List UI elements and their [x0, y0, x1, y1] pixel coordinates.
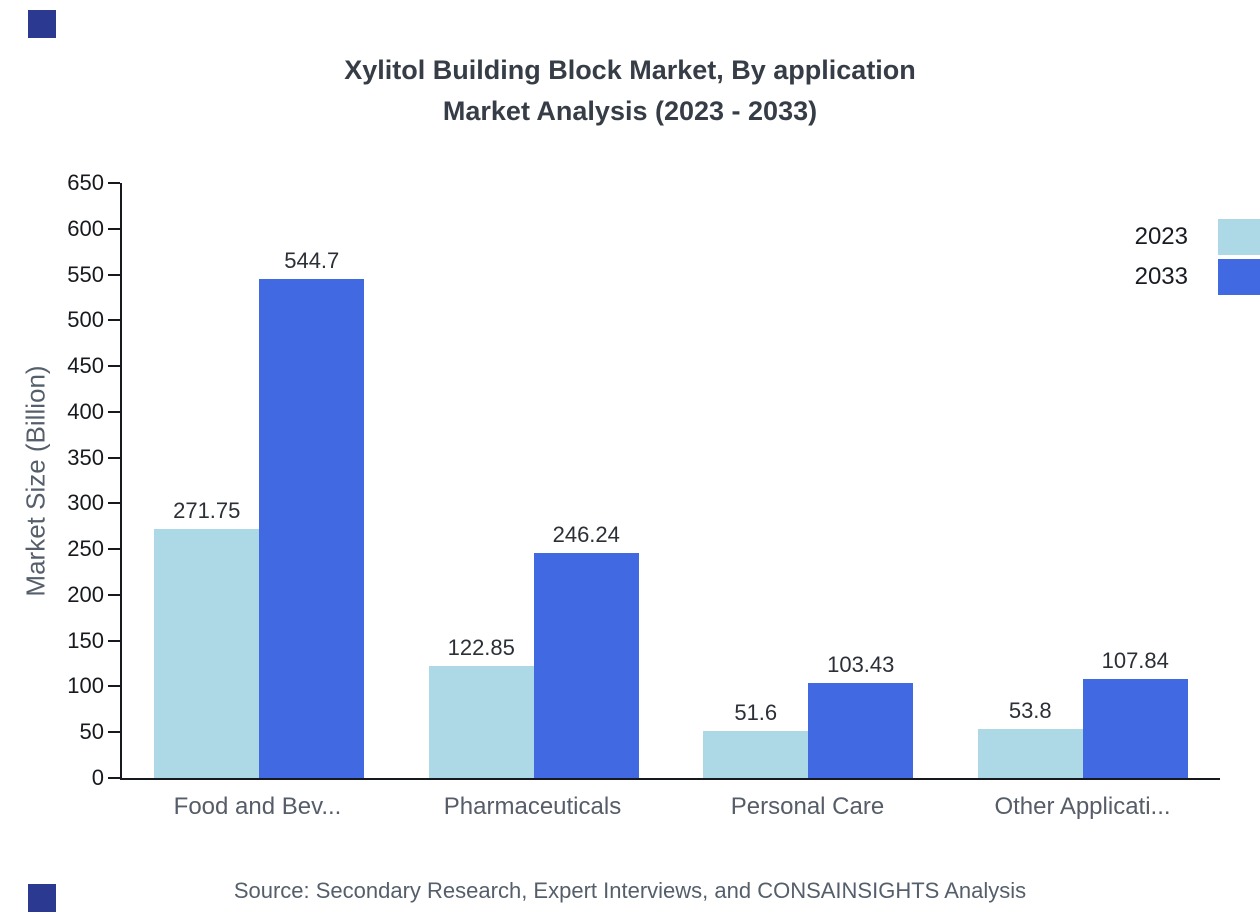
y-axis-tick-label: 600 [67, 215, 104, 241]
bar-2023 [428, 665, 534, 778]
bar-value-label: 107.84 [1101, 648, 1169, 674]
y-axis-tick [108, 456, 120, 459]
brand-mark-top-left [28, 10, 56, 38]
y-axis-tick-label: 400 [67, 398, 104, 424]
legend-swatch-2033 [1218, 259, 1260, 295]
y-axis-tick [108, 502, 120, 505]
source-text: Source: Secondary Research, Expert Inter… [233, 878, 1027, 903]
y-axis-tick [108, 365, 120, 368]
bar-group: 53.8 107.84 [946, 648, 1221, 778]
y-axis-tick-label: 550 [67, 261, 104, 287]
y-axis-tick [108, 410, 120, 413]
y-axis-tick [108, 593, 120, 596]
bar-group: 51.6 103.43 [671, 652, 946, 778]
y-axis-tick-label: 500 [67, 307, 104, 333]
y-axis-tick [108, 319, 120, 322]
bar-2023 [703, 730, 809, 778]
plot-area: 0 50 100 150 200 250 300 350 400 450 500 550 600 650 … [67, 170, 1220, 790]
y-axis-tick-label: 0 [91, 765, 104, 790]
y-axis-tick-label: 50 [79, 719, 104, 745]
legend-item: 2023 [1135, 219, 1260, 255]
brand-mark-bottom-left [28, 884, 56, 912]
bar-2033 [259, 279, 365, 778]
bar-value-label: 103.43 [827, 652, 895, 678]
legend-label-2033: 2033 [1134, 263, 1188, 290]
y-axis-tick-label: 150 [67, 627, 104, 653]
bar-value-label: 53.8 [1008, 697, 1052, 723]
y-axis-tick [108, 685, 120, 688]
bar-2023 [977, 728, 1083, 778]
bar-value-label: 51.6 [734, 699, 778, 725]
bar-2033 [1082, 679, 1188, 778]
bar-wrap: 103.43 [808, 652, 914, 778]
bar-2023 [154, 529, 260, 778]
bar-value-label: 122.85 [447, 634, 515, 660]
bar-group: 122.85 246.24 [397, 522, 672, 778]
legend: 2023 2033 [1135, 219, 1260, 299]
x-axis-category-label: Pharmaceuticals [443, 793, 622, 820]
y-axis-tick-label: 250 [67, 536, 104, 562]
legend-item: 2033 [1135, 259, 1260, 295]
bar-wrap: 51.6 [703, 699, 809, 778]
y-axis-tick [108, 273, 120, 276]
x-axis-category-label: Food and Bev... [173, 793, 342, 820]
bar-wrap: 544.7 [259, 248, 365, 778]
y-axis-tick [108, 548, 120, 551]
y-axis-tick [108, 639, 120, 642]
bar-value-label: 544.7 [284, 248, 340, 274]
bar-series-container: 271.75 544.7 122.85 246.24 51.6 103.43 53.8 107… [122, 183, 1220, 778]
y-axis-tick-label: 350 [67, 444, 104, 470]
y-axis-tick [108, 731, 120, 734]
bar-wrap: 271.75 [154, 498, 260, 778]
chart-title-block: Xylitol Building Block Market, By applic… [0, 50, 1260, 132]
y-axis-tick [108, 182, 120, 184]
x-axis-labels: Food and Bev... Pharmaceuticals Personal C… [120, 793, 1220, 821]
x-axis-category-label: Other Applicati... [994, 793, 1171, 820]
y-axis-tick [108, 227, 120, 230]
bar-wrap: 122.85 [428, 634, 534, 778]
bar-group: 271.75 544.7 [122, 248, 397, 778]
bar-wrap: 246.24 [533, 521, 639, 778]
y-axis: 0 50 100 150 200 250 300 350 400 450 500 550 600 650 [67, 170, 1220, 790]
y-axis-tick-label: 650 [67, 170, 104, 195]
y-axis-tick-label: 300 [67, 490, 104, 516]
bar-value-label: 271.75 [173, 498, 241, 524]
y-axis-tick-label: 100 [67, 673, 104, 699]
bar-wrap: 53.8 [977, 697, 1083, 778]
legend-swatch-2023 [1218, 219, 1260, 255]
bar-2033 [808, 683, 914, 778]
x-axis-category-label: Personal Care [730, 793, 885, 820]
y-axis-tick-label: 450 [67, 353, 104, 379]
bar-2033 [533, 552, 639, 778]
y-axis-title: Market Size (Billion) [20, 365, 51, 597]
y-axis-tick [108, 777, 120, 779]
bar-wrap: 107.84 [1082, 648, 1188, 778]
y-axis-tick-label: 200 [67, 581, 104, 607]
chart-subtitle: Market Analysis (2023 - 2033) [442, 96, 818, 126]
chart-title: Xylitol Building Block Market, By applic… [344, 55, 916, 85]
legend-label-2023: 2023 [1134, 223, 1188, 250]
bar-value-label: 246.24 [552, 521, 620, 547]
